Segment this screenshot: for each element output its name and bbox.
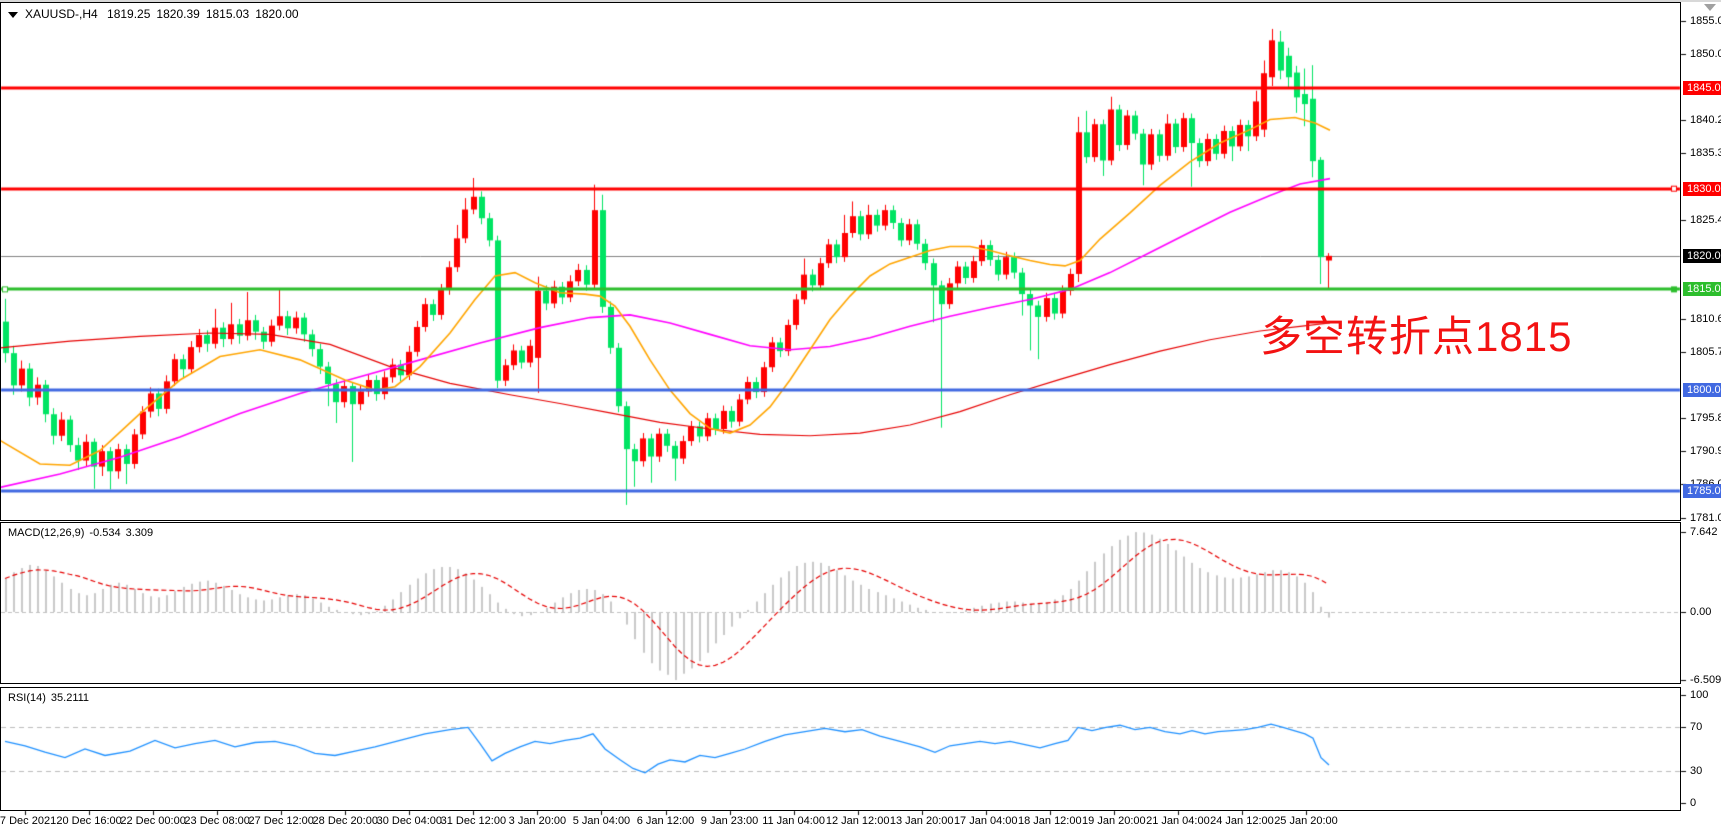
rsi-tick-label: 0 [1690,797,1697,809]
macd-tick-label: -6.509 [1690,674,1721,687]
time-label: 3 Jan 20:00 [508,815,567,827]
time-label: 24 Jan 12:00 [1210,815,1274,827]
time-label: 23 Dec 08:00 [184,815,250,827]
time-label: 17 Dec 2021 [0,815,57,827]
rsi-tick-label: 100 [1690,689,1709,701]
price-line-label[interactable]: 1785.00 [1683,483,1721,498]
time-label: 5 Jan 04:00 [572,815,631,827]
symbol-period: XAUUSD-,H4 [25,7,98,21]
time-label: 22 Dec 00:00 [120,815,186,827]
time-label: 27 Dec 12:00 [248,815,314,827]
price-tick-label: 1805.70 [1690,345,1721,358]
time-label: 9 Jan 23:00 [700,815,759,827]
price-line-label[interactable]: 1845.00 [1683,81,1721,95]
text-annotation[interactable]: 多空转折点1815 [1260,313,1573,360]
price-tick-label: 1790.90 [1690,445,1721,458]
time-label: 25 Jan 20:00 [1274,815,1338,827]
price-line-label[interactable]: 1800.00 [1683,383,1721,398]
time-label: 21 Jan 04:00 [1146,815,1210,827]
time-label: 11 Jan 04:00 [762,815,825,827]
macd-indicator-label: MACD(12,26,9) -0.534 3.309 [8,527,158,539]
time-label: 13 Jan 20:00 [889,815,954,827]
price-line-label[interactable]: 1820.00 [1683,248,1721,263]
chart-shift-marker-icon[interactable] [1704,4,1716,11]
time-label: 28 Dec 20:00 [312,815,378,827]
macd-value: -0.534 [89,527,121,539]
ohlc-low: 1815.03 [205,7,250,21]
rsi-value: 35.2111 [50,692,90,704]
price-tick-label: 1850.00 [1690,48,1721,61]
time-label: 6 Jan 12:00 [636,815,695,827]
macd-tick-label: 7.642 [1690,526,1718,539]
price-line-label[interactable]: 1830.00 [1683,181,1721,196]
time-label: 12 Jan 12:00 [825,815,890,827]
macd-signal-value: 3.309 [125,527,154,539]
ohlc-high: 1820.39 [156,7,200,21]
time-label: 30 Dec 04:00 [376,815,443,827]
rsi-indicator-label: RSI(14) 35.2111 [8,692,94,704]
ohlc-open: 1819.25 [107,7,151,21]
rsi-tick-label: 70 [1690,721,1703,734]
ohlc-close: 1820.00 [255,7,299,21]
time-label: 18 Jan 12:00 [1017,815,1082,827]
price-tick-label: 1825.40 [1690,213,1721,226]
rsi-name: RSI(14) [8,692,46,704]
price-tick-label: 1795.80 [1690,412,1721,425]
macd-name: MACD(12,26,9) [8,527,85,539]
time-label: 31 Dec 12:00 [440,815,507,827]
price-tick-label: 1840.20 [1690,114,1721,127]
time-label: 19 Jan 20:00 [1082,815,1146,827]
time-label: 20 Dec 16:00 [56,815,122,827]
price-tick-label: 1835.30 [1690,147,1721,160]
price-tick-label: 1810.60 [1690,312,1721,325]
symbol-header: XAUUSD-,H4 1819.25 1820.39 1815.03 1820.00 [8,7,305,21]
rsi-tick-label: 30 [1690,764,1703,777]
macd-tick-label: 0.00 [1690,606,1712,618]
price-tick-label: 1855.00 [1690,14,1721,27]
time-label: 17 Jan 04:00 [953,815,1018,827]
symbol-dropdown-icon[interactable] [8,12,18,18]
price-line-label[interactable]: 1815.00 [1683,282,1721,297]
price-tick-label: 1781.00 [1690,511,1721,524]
